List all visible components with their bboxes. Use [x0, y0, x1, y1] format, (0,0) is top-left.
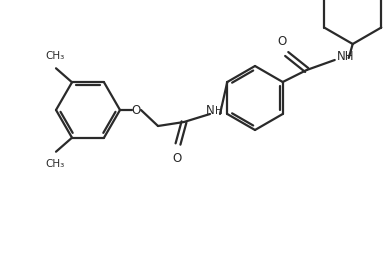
Text: CH₃: CH₃: [45, 51, 65, 61]
Text: O: O: [277, 35, 286, 48]
Text: CH₃: CH₃: [45, 159, 65, 169]
Text: O: O: [172, 152, 182, 165]
Text: N: N: [206, 105, 215, 117]
Text: NH: NH: [337, 50, 354, 62]
Text: H: H: [215, 106, 223, 116]
Text: O: O: [132, 103, 140, 117]
